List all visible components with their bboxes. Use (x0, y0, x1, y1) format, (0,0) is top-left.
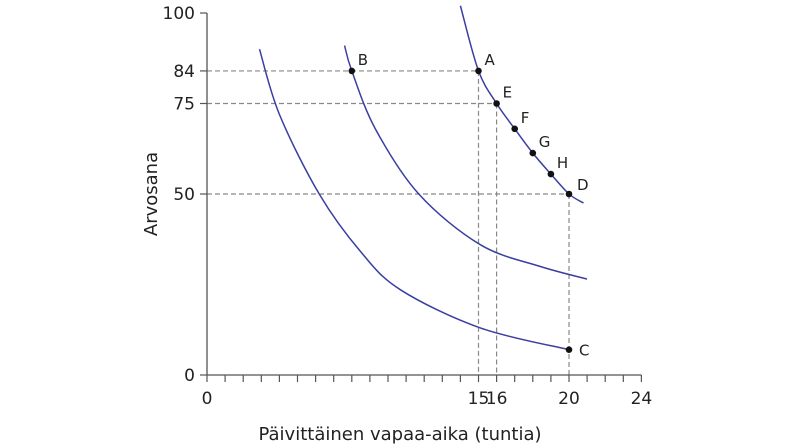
point-label: C (579, 342, 589, 360)
y-tick-label: 84 (173, 62, 195, 82)
indifference-curve (343, 45, 588, 280)
x-tick-label: 15 (468, 389, 490, 409)
y-tick-label: 75 (173, 95, 195, 115)
point-label: B (358, 51, 368, 69)
point-a (475, 67, 482, 75)
curves (258, 5, 588, 351)
point-label: H (557, 154, 568, 172)
point-g (529, 149, 537, 157)
y-tick-label: 0 (184, 366, 195, 386)
guide-lines (207, 70, 570, 375)
point-h (547, 170, 555, 178)
x-tick-label: 0 (202, 389, 213, 409)
point-label: A (485, 51, 496, 69)
point-b (348, 67, 356, 75)
point-e (493, 100, 500, 107)
point-label: D (577, 176, 589, 194)
x-tick-label: 16 (486, 389, 508, 409)
point-label: F (521, 109, 530, 127)
point-label: E (503, 84, 512, 102)
point-d (565, 190, 573, 198)
point-f (511, 125, 518, 133)
y-tick-label: 100 (163, 4, 195, 24)
indifference-curve (258, 48, 570, 351)
point-label: G (539, 133, 551, 151)
y-tick-label: 50 (173, 185, 195, 205)
x-tick-label: 20 (558, 389, 580, 409)
x-axis-label: Päivittäinen vapaa-aika (tuntia) (258, 424, 541, 444)
x-tick-label: 24 (631, 389, 653, 409)
y-axis-label: Arvosana (141, 152, 162, 236)
point-c (565, 346, 573, 353)
